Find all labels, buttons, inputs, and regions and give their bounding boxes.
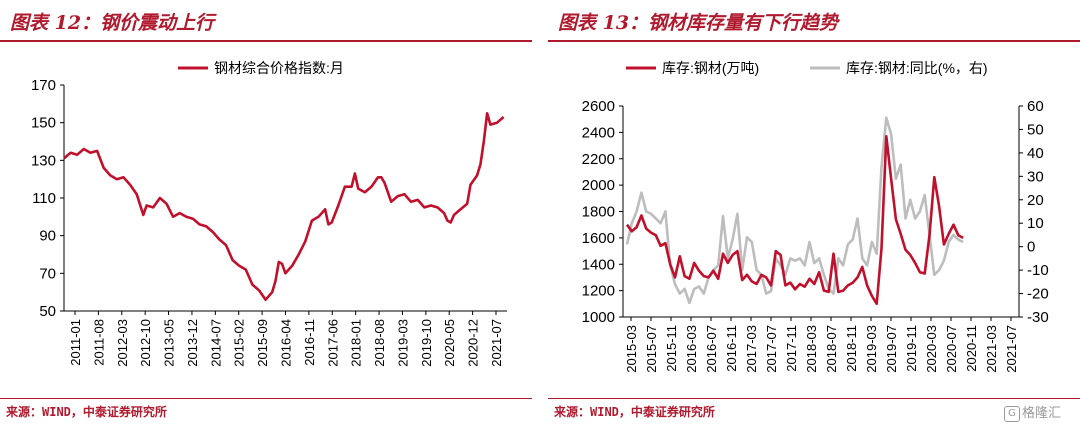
right-x-tick-label: 2019-11 (904, 325, 919, 372)
watermark-logo: G 格隆汇 (1004, 402, 1061, 422)
left-x-tick-label: 2012-10 (138, 319, 153, 367)
left-x-tick-label: 2018-08 (372, 319, 387, 367)
right-x-tick-label: 2017-11 (784, 325, 799, 372)
right-x-tick-label: 2018-11 (844, 325, 859, 372)
right-x-tick-label: 2016-11 (724, 325, 739, 372)
right-y-tick-label: 1000 (582, 309, 615, 326)
right-x-tick-label: 2017-03 (744, 325, 759, 373)
right-y2-tick-label: -30 (1027, 309, 1049, 326)
left-y-tick-label: 110 (32, 190, 56, 207)
left-chart-svg: 50 70 90 110 130 150 170 2011-01 2011-08 2012-03 2… (31, 60, 507, 367)
left-y-tick-label: 150 (31, 115, 56, 132)
right-source-rule (548, 398, 1080, 399)
left-series-line (63, 112, 505, 301)
right-x-tick-label: 2021-07 (1004, 325, 1019, 373)
right-x-tick-label: 2020-07 (944, 325, 959, 373)
right-legend-label-yoy: 库存:钢材:同比(%，右) (846, 60, 988, 76)
right-y-tick-label: 2000 (582, 177, 615, 194)
left-y-tick-label: 170 (31, 77, 56, 94)
right-y-tick-label: 1600 (582, 230, 615, 247)
right-y-tick-label: 2400 (582, 124, 615, 141)
left-y-tick-label: 130 (31, 152, 56, 169)
right-series-inventory-line (625, 135, 964, 306)
right-y2-tick-label: 30 (1027, 168, 1044, 185)
right-x-tick-label: 2016-07 (704, 325, 719, 373)
left-chart-title: 图表 12：钢价震动上行 (10, 12, 215, 34)
right-x-tick-label: 2017-07 (764, 325, 779, 373)
right-y-tick-label: 2200 (582, 151, 615, 168)
left-y-tick-label: 90 (39, 228, 56, 245)
right-x-tick-label: 2018-07 (824, 325, 839, 373)
left-x-tick-label: 2016-11 (302, 319, 317, 366)
left-x-tick-label: 2020-12 (466, 319, 481, 367)
left-x-tick-label: 2021-07 (489, 319, 504, 367)
right-legend-label-inventory: 库存:钢材(万吨) (662, 60, 759, 76)
right-x-tick-label: 2021-03 (984, 325, 999, 373)
right-y-tick-label: 1800 (582, 204, 615, 221)
right-y2-tick-label: 20 (1027, 192, 1044, 209)
left-x-tick-label: 2019-10 (419, 319, 434, 367)
right-y2-tick-label: 40 (1027, 145, 1044, 162)
left-x-tick-label: 2015-09 (255, 319, 270, 367)
right-x-tick-label: 2016-03 (684, 325, 699, 373)
right-x-tick-label: 2019-07 (884, 325, 899, 373)
right-series-yoy-line (625, 116, 964, 305)
right-title-rule (548, 40, 1080, 42)
left-y-tick-label: 50 (39, 303, 56, 320)
left-x-tick-label: 2016-04 (279, 319, 294, 367)
right-x-tick-label: 2015-07 (644, 325, 659, 373)
left-x-tick-label: 2012-03 (115, 319, 130, 367)
right-chart-svg: 1000 1200 1400 1600 1800 2000 2200 2400 2600 -30 -… (582, 60, 1049, 373)
right-y2-tick-label: 0 (1027, 239, 1035, 256)
left-x-tick-label: 2015-02 (232, 319, 247, 367)
right-y-tick-label: 1200 (582, 283, 615, 300)
right-y2-tick-label: 50 (1027, 121, 1044, 138)
right-chart-title: 图表 13：钢材库存量有下行趋势 (558, 12, 839, 34)
right-x-tick-label: 2018-03 (804, 325, 819, 373)
right-source-text: 来源：WIND，中泰证券研究所 (554, 405, 715, 419)
right-y2-tick-label: 60 (1027, 98, 1044, 115)
right-y2-tick-label: -10 (1027, 262, 1049, 279)
right-x-tick-label: 2015-03 (624, 325, 639, 373)
left-legend-label: 钢材综合价格指数:月 (214, 60, 344, 76)
right-y-tick-label: 2600 (582, 98, 615, 115)
left-x-tick-label: 2013-12 (185, 319, 200, 367)
left-x-tick-label: 2018-01 (349, 319, 364, 367)
left-chart-panel: 图表 12：钢价震动上行 50 70 90 110 130 150 170 2011-01 20… (0, 0, 532, 426)
left-source-rule (0, 398, 532, 399)
right-x-tick-label: 2019-03 (864, 325, 879, 373)
right-x-tick-label: 2020-03 (924, 325, 939, 373)
left-x-tick-label: 2014-07 (208, 319, 223, 367)
left-x-tick-label: 2017-06 (325, 319, 340, 367)
left-x-tick-label: 2011-01 (68, 319, 83, 366)
right-x-tick-label: 2015-11 (664, 325, 679, 372)
right-x-tick-label: 2020-11 (964, 325, 979, 372)
left-x-tick-label: 2020-05 (442, 319, 457, 367)
left-y-tick-label: 70 (39, 265, 56, 282)
left-source-text: 来源：WIND，中泰证券研究所 (6, 405, 167, 419)
right-y2-tick-label: 10 (1027, 215, 1044, 232)
right-y-tick-label: 1400 (582, 256, 615, 273)
right-y2-tick-label: -20 (1027, 286, 1049, 303)
right-chart-panel: 图表 13：钢材库存量有下行趋势 1000 1200 1400 1600 1800 200… (548, 0, 1080, 426)
left-x-tick-label: 2013-05 (162, 319, 177, 367)
left-x-tick-label: 2019-03 (395, 319, 410, 367)
left-x-tick-label: 2011-08 (91, 319, 106, 366)
left-title-rule (0, 40, 532, 42)
watermark-icon: G (1004, 405, 1020, 422)
